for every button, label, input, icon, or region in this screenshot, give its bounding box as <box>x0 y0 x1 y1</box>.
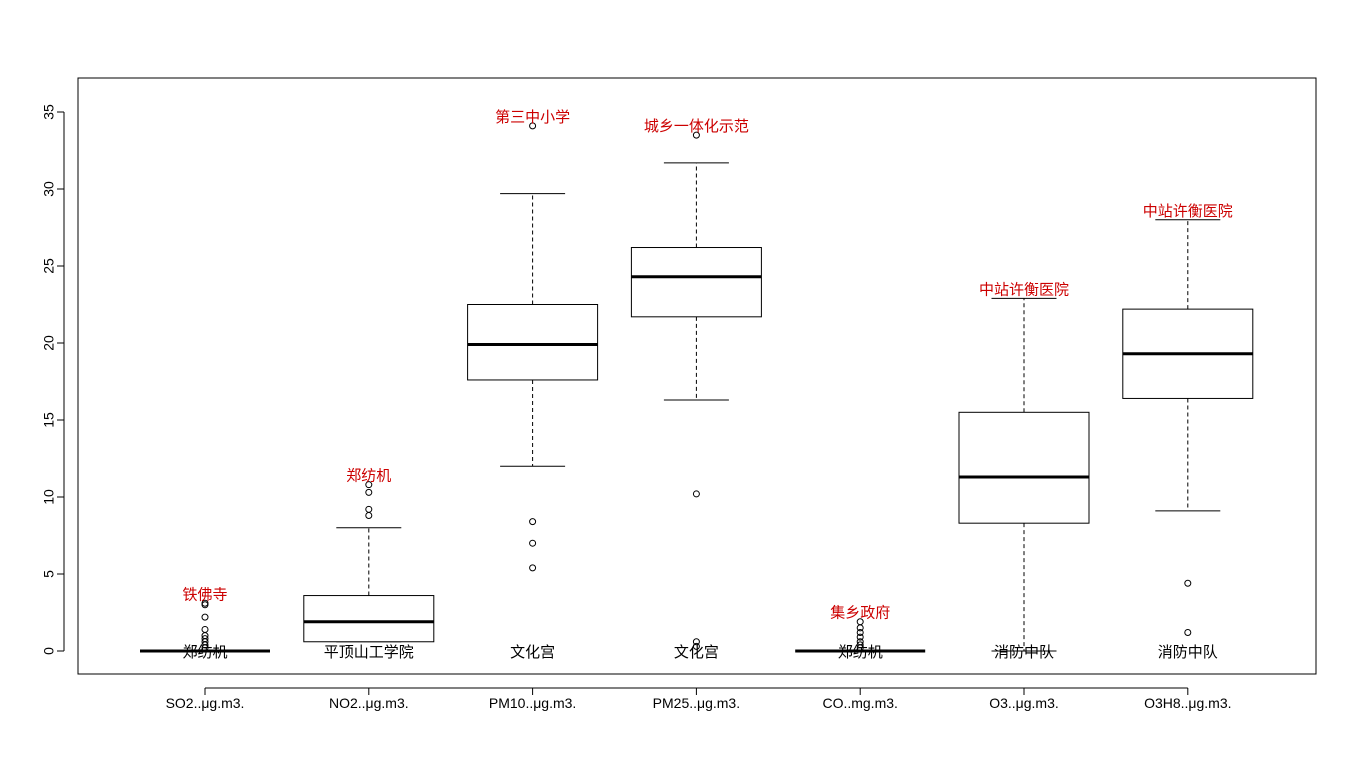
outlier-point <box>529 122 537 130</box>
outlier-point <box>856 629 864 637</box>
x-tick-label: CO..mg.m3. <box>822 695 897 711</box>
box-iqr <box>958 411 1090 524</box>
min-station-label: 消防中队 <box>994 643 1054 661</box>
x-tick-label: SO2..μg.m3. <box>166 695 245 711</box>
outlier-point <box>201 613 209 621</box>
y-tick-label: 30 <box>41 181 57 197</box>
max-station-label: 集乡政府 <box>830 604 890 622</box>
outlier-point <box>529 518 537 526</box>
box-4 <box>630 131 762 650</box>
y-axis: 0 5 10 15 20 25 30 35 <box>41 104 65 655</box>
station-labels: 铁佛寺郑纺机郑纺机平顶山工学院第三中小学文化宫城乡一体化示范文化宫集乡政府郑纺机… <box>182 108 1232 661</box>
x-tick-label: O3H8..μg.m3. <box>1144 695 1231 711</box>
box-3 <box>467 122 599 572</box>
min-station-label: 文化宫 <box>510 643 555 661</box>
outlier-point <box>692 131 700 139</box>
outlier-point <box>692 642 700 650</box>
y-tick-label: 0 <box>41 647 57 655</box>
max-station-label: 城乡一体化示范 <box>644 117 749 135</box>
x-tick-label: PM10..μg.m3. <box>489 695 576 711</box>
max-station-label: 中站许衡医院 <box>1143 202 1233 220</box>
outlier-point <box>692 638 700 646</box>
x-tick-label: PM25..μg.m3. <box>653 695 740 711</box>
outlier-point <box>201 625 209 633</box>
outlier-point <box>856 618 864 626</box>
outlier-point <box>856 633 864 641</box>
outlier-point <box>856 638 864 646</box>
box-2 <box>303 481 435 643</box>
min-station-label: 郑纺机 <box>182 643 227 661</box>
outlier-point <box>365 505 373 513</box>
min-station-label: 平顶山工学院 <box>324 643 414 661</box>
y-tick-label: 25 <box>41 258 57 274</box>
outlier-point <box>1184 579 1192 587</box>
max-station-label: 铁佛寺 <box>182 585 227 603</box>
outlier-point <box>201 599 209 607</box>
box-1 <box>140 599 270 653</box>
max-station-label: 第三中小学 <box>495 108 570 126</box>
max-station-label: 郑纺机 <box>346 467 391 485</box>
y-tick-label: 15 <box>41 412 57 428</box>
min-station-label: 郑纺机 <box>838 643 883 661</box>
outlier-point <box>529 539 537 547</box>
box-iqr <box>630 247 762 318</box>
outlier-point <box>365 511 373 519</box>
box-5 <box>795 618 926 653</box>
outlier-point <box>365 488 373 496</box>
outlier-point <box>692 490 700 498</box>
max-station-label: 中站许衡医院 <box>979 280 1069 298</box>
y-tick-label: 20 <box>41 335 57 351</box>
outlier-point <box>856 641 864 649</box>
box-iqr <box>467 304 599 381</box>
box-7 <box>1122 219 1254 637</box>
outlier-point <box>201 635 209 643</box>
y-tick-label: 35 <box>41 104 57 120</box>
outlier-point <box>365 481 373 489</box>
box-6 <box>958 297 1090 652</box>
min-station-label: 文化宫 <box>674 643 719 661</box>
outlier-point <box>529 564 537 572</box>
y-tick-label: 10 <box>41 489 57 505</box>
min-station-label: 消防中队 <box>1158 643 1218 661</box>
x-axis: SO2..μg.m3. NO2..μg.m3. PM10..μg.m3. PM25..… <box>166 687 1232 711</box>
outlier-point <box>1184 629 1192 637</box>
boxes <box>140 122 1254 653</box>
x-tick-label: O3..μg.m3. <box>989 695 1059 711</box>
y-tick-label: 5 <box>41 570 57 578</box>
x-tick-label: NO2..μg.m3. <box>329 695 409 711</box>
box-iqr <box>303 595 435 643</box>
plot-frame <box>77 77 1317 675</box>
